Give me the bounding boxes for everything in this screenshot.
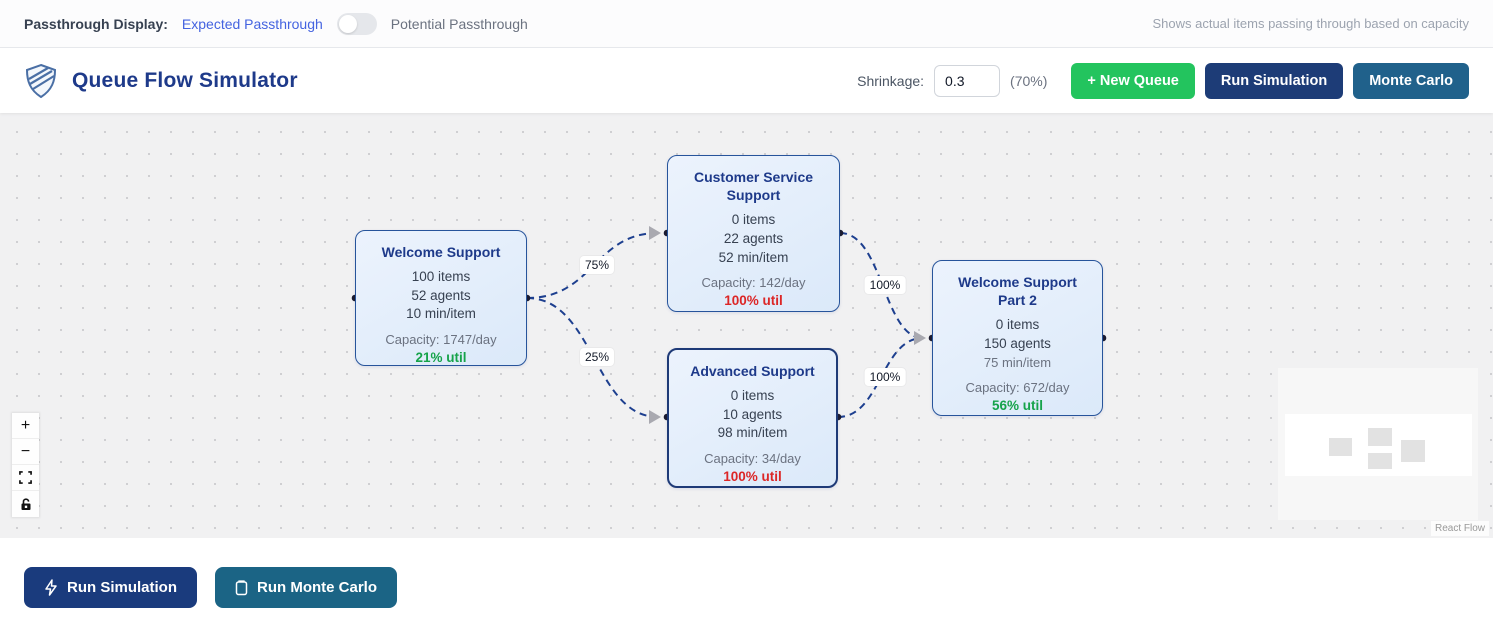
zoom-in-icon[interactable]: + — [12, 413, 39, 439]
page-title: Queue Flow Simulator — [72, 68, 298, 92]
node-items: 0 items — [730, 388, 775, 404]
monte-carlo-button[interactable]: Monte Carlo — [1353, 62, 1469, 99]
queue-node-welcome-support-part-2[interactable]: Welcome Support Part 2 0 items 150 agent… — [932, 260, 1103, 416]
edge-label-75: 75% — [579, 256, 615, 274]
shrinkage-label: Shrinkage: — [857, 72, 925, 89]
arrowhead-icon — [649, 410, 661, 424]
node-rate: 75 min/item — [983, 354, 1052, 370]
footer-run-simulation-label: Run Simulation — [67, 579, 177, 596]
node-rate: 98 min/item — [717, 425, 788, 441]
node-agents: 22 agents — [723, 231, 784, 246]
passthrough-hint-text: Shows actual items passing through based… — [1152, 16, 1469, 31]
node-utilization: 100% util — [723, 469, 782, 485]
expected-passthrough-option[interactable]: Expected Passthrough — [181, 15, 323, 32]
minimap-node — [1368, 453, 1392, 469]
edge-label-25: 25% — [579, 348, 615, 366]
arrowhead-icon — [649, 226, 661, 240]
lock-icon[interactable] — [12, 491, 39, 517]
canvas-controls: + − — [12, 413, 39, 517]
passthrough-toggle[interactable] — [336, 12, 377, 35]
queue-node-advanced-support[interactable]: Advanced Support 0 items 10 agents 98 mi… — [667, 348, 838, 488]
arrowhead-icon — [914, 331, 926, 345]
footer-run-monte-carlo-label: Run Monte Carlo — [257, 579, 377, 596]
dice-icon — [235, 579, 248, 596]
node-title: Welcome Support — [381, 244, 501, 260]
queue-node-customer-service-support[interactable]: Customer Service Support 0 items 22 agen… — [667, 155, 840, 312]
node-capacity: Capacity: 142/day — [701, 275, 806, 291]
edge-label-100-top: 100% — [864, 276, 906, 294]
toggle-knob — [338, 14, 357, 33]
footer-run-simulation-button[interactable]: Run Simulation — [24, 567, 197, 608]
node-title: Welcome Support Part 2 — [958, 274, 1077, 309]
minimap-node — [1329, 438, 1352, 456]
action-footer: Run Simulation Run Monte Carlo — [0, 538, 1493, 637]
node-title: Customer Service Support — [693, 169, 814, 204]
node-utilization: 21% util — [415, 350, 467, 366]
new-queue-button[interactable]: + New Queue — [1071, 62, 1195, 99]
node-utilization: 56% util — [991, 398, 1043, 413]
node-agents: 10 agents — [722, 406, 783, 422]
minimap-node — [1401, 440, 1425, 462]
shrinkage-percent: (70%) — [1010, 72, 1048, 89]
app-header: Queue Flow Simulator Shrinkage: (70%) + … — [0, 48, 1493, 113]
minimap-node — [1368, 428, 1392, 446]
node-capacity: Capacity: 1747/day — [385, 332, 497, 348]
zap-icon — [44, 579, 58, 596]
fit-view-icon[interactable] — [12, 465, 39, 491]
flow-canvas[interactable]: Welcome Support 100 items 52 agents 10 m… — [0, 113, 1493, 538]
node-rate: 10 min/item — [406, 306, 476, 322]
node-capacity: Capacity: 34/day — [704, 451, 801, 467]
node-capacity: Capacity: 672/day — [965, 379, 1070, 395]
shield-logo-icon — [24, 63, 58, 99]
zoom-out-icon[interactable]: − — [12, 439, 39, 465]
node-agents: 52 agents — [411, 287, 471, 303]
node-title: Advanced Support — [690, 363, 815, 379]
edge-label-100-bottom: 100% — [864, 368, 906, 386]
potential-passthrough-option[interactable]: Potential Passthrough — [390, 15, 528, 32]
node-utilization: 100% util — [724, 293, 783, 309]
node-rate: 52 min/item — [718, 249, 789, 265]
node-items: 0 items — [731, 212, 776, 228]
minimap[interactable] — [1278, 368, 1478, 520]
shrinkage-input[interactable] — [934, 64, 1001, 97]
run-simulation-button[interactable]: Run Simulation — [1204, 62, 1344, 99]
node-items: 100 items — [411, 269, 471, 285]
passthrough-display-label: Passthrough Display: — [24, 15, 168, 32]
node-items: 0 items — [995, 317, 1040, 333]
node-agents: 150 agents — [984, 336, 1051, 351]
react-flow-attribution[interactable]: React Flow — [1430, 521, 1489, 536]
footer-run-monte-carlo-button[interactable]: Run Monte Carlo — [215, 567, 397, 608]
passthrough-display-bar: Passthrough Display: Expected Passthroug… — [0, 0, 1493, 48]
queue-node-welcome-support[interactable]: Welcome Support 100 items 52 agents 10 m… — [355, 230, 527, 366]
